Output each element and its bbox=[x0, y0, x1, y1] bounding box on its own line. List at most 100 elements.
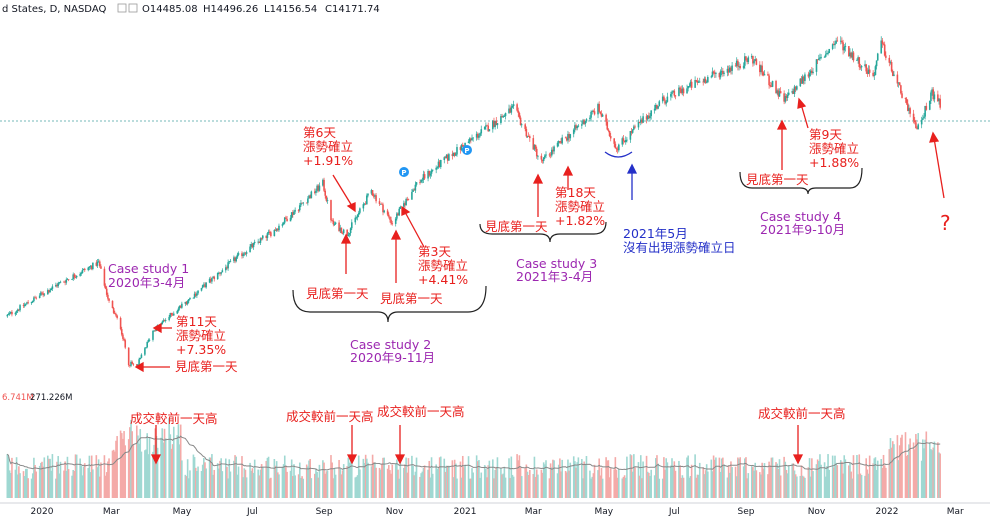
candle bbox=[293, 209, 295, 215]
x-tick-label: Mar bbox=[103, 507, 120, 517]
candle bbox=[831, 43, 834, 51]
annotation-arrows bbox=[134, 97, 945, 465]
candle bbox=[726, 65, 729, 77]
volume-bar bbox=[533, 456, 536, 498]
candle bbox=[364, 201, 367, 206]
volume-bar bbox=[866, 469, 869, 498]
candle bbox=[324, 188, 327, 199]
candle bbox=[105, 286, 108, 297]
volume-bar bbox=[745, 457, 747, 498]
candle bbox=[553, 145, 555, 155]
candle bbox=[608, 130, 611, 137]
volume-bar bbox=[557, 464, 560, 498]
volume-bar bbox=[396, 459, 398, 498]
volume-bar bbox=[310, 478, 313, 498]
volume-bar bbox=[127, 439, 130, 498]
volume-bar bbox=[350, 456, 353, 498]
candle bbox=[791, 88, 794, 95]
candle bbox=[816, 59, 819, 64]
candle bbox=[866, 67, 869, 77]
candle bbox=[253, 239, 256, 245]
candle bbox=[97, 258, 100, 263]
x-tick-label: Sep bbox=[316, 507, 333, 517]
candle bbox=[888, 54, 891, 67]
candle bbox=[31, 300, 34, 303]
volume-bar bbox=[779, 475, 782, 498]
volume-bar bbox=[103, 455, 106, 498]
candle bbox=[467, 139, 470, 144]
candle bbox=[730, 66, 732, 75]
volume-bar bbox=[687, 455, 689, 498]
symbol-label[interactable]: d States, D, NASDAQ bbox=[2, 4, 106, 15]
candle bbox=[589, 115, 591, 122]
candle bbox=[670, 91, 672, 101]
candle bbox=[184, 301, 187, 307]
volume-bar bbox=[171, 444, 174, 498]
candle bbox=[534, 144, 537, 152]
candle bbox=[901, 90, 903, 99]
candle bbox=[920, 116, 923, 129]
candle bbox=[607, 128, 610, 133]
volume-bar bbox=[468, 478, 471, 498]
candle bbox=[938, 97, 940, 105]
volume-bar bbox=[273, 458, 276, 498]
volume-bar bbox=[181, 460, 183, 498]
volume-bar bbox=[463, 467, 465, 498]
event-markers[interactable]: P P bbox=[399, 145, 472, 177]
volume-bar bbox=[858, 454, 861, 498]
candle bbox=[648, 112, 650, 119]
volume-bar bbox=[394, 463, 397, 498]
volume-bar bbox=[197, 466, 199, 498]
volume-bar bbox=[857, 474, 859, 498]
candle bbox=[769, 81, 772, 88]
candle bbox=[799, 78, 802, 87]
volume-bar bbox=[924, 439, 926, 498]
candle bbox=[140, 353, 143, 359]
event-marker-icon[interactable] bbox=[399, 167, 409, 177]
candle bbox=[567, 130, 569, 144]
candle bbox=[881, 38, 884, 48]
candle bbox=[787, 89, 790, 96]
candle bbox=[860, 64, 863, 71]
candle bbox=[472, 137, 474, 142]
candle bbox=[72, 272, 75, 281]
volume-bar bbox=[907, 454, 909, 498]
volume-bar bbox=[22, 471, 25, 498]
candle bbox=[885, 51, 887, 61]
settings-icon[interactable] bbox=[128, 3, 138, 13]
candle bbox=[389, 216, 391, 223]
volume-bar bbox=[856, 454, 858, 498]
volume-bar bbox=[933, 441, 936, 498]
volume-bar bbox=[859, 473, 862, 498]
candle bbox=[876, 52, 879, 61]
candle bbox=[55, 282, 57, 288]
candle bbox=[731, 61, 733, 75]
volume-bar bbox=[325, 471, 328, 498]
candle bbox=[407, 198, 410, 201]
eye-icon[interactable] bbox=[117, 3, 127, 13]
volume-bar bbox=[713, 459, 716, 498]
volume-bar bbox=[836, 465, 839, 498]
candle bbox=[378, 198, 381, 207]
candle bbox=[932, 87, 935, 102]
volume-bar bbox=[622, 476, 625, 498]
candle bbox=[792, 88, 795, 94]
candle bbox=[535, 146, 538, 159]
svg-text:P: P bbox=[464, 147, 469, 155]
candle bbox=[147, 338, 150, 343]
volume-bar bbox=[520, 476, 523, 498]
volume-bar bbox=[786, 473, 789, 498]
candle bbox=[390, 216, 392, 226]
event-marker-icon[interactable] bbox=[462, 145, 472, 155]
candle bbox=[405, 197, 407, 206]
volume-bar bbox=[518, 455, 521, 498]
header-icons[interactable] bbox=[117, 3, 138, 13]
candle bbox=[297, 209, 300, 213]
candle bbox=[23, 302, 26, 308]
volume-bar bbox=[645, 455, 648, 498]
candle bbox=[508, 104, 510, 115]
volume-bar bbox=[629, 454, 632, 498]
candle bbox=[671, 90, 673, 99]
volume-bar bbox=[727, 465, 730, 498]
candle bbox=[46, 288, 49, 295]
